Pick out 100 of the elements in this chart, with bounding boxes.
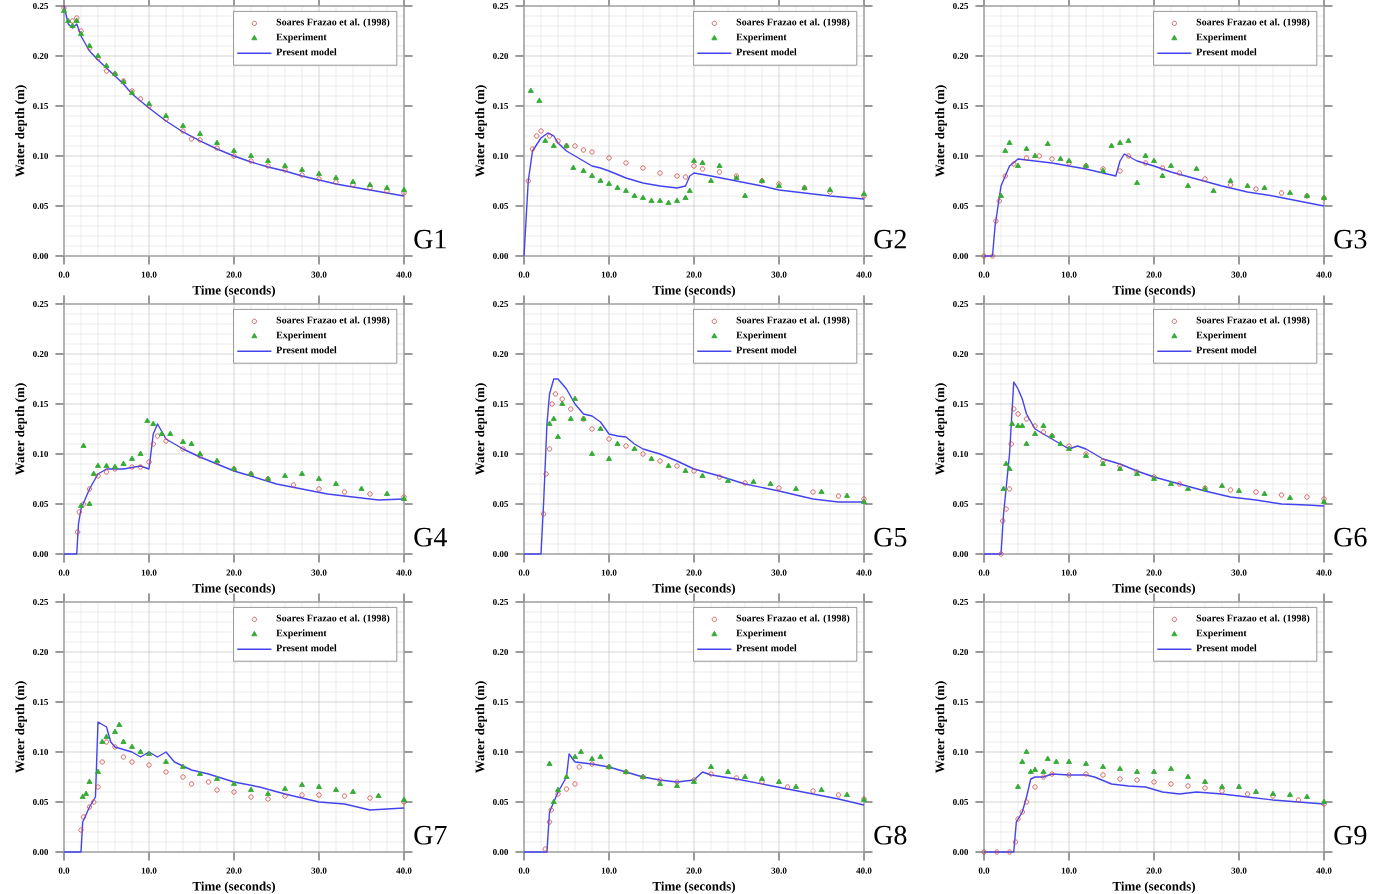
point (214, 787, 220, 793)
point (742, 480, 748, 486)
point (188, 781, 195, 787)
point (1278, 190, 1285, 196)
point (546, 760, 553, 766)
point (248, 152, 254, 158)
point (1032, 430, 1039, 436)
point (546, 420, 553, 426)
point (1049, 156, 1055, 162)
point (665, 199, 672, 205)
point (137, 748, 144, 754)
point (180, 446, 186, 452)
point (316, 176, 322, 182)
point (568, 406, 574, 412)
point (1134, 777, 1140, 783)
point (282, 167, 288, 173)
point (546, 446, 553, 452)
point (589, 172, 596, 178)
point (1019, 422, 1026, 428)
point (1219, 482, 1226, 488)
point (112, 744, 118, 750)
point (103, 62, 110, 68)
point (120, 738, 127, 744)
point (1023, 416, 1030, 422)
point (282, 162, 288, 168)
point (79, 793, 86, 799)
point (648, 197, 655, 203)
point (1083, 771, 1089, 777)
point (146, 750, 152, 756)
point (116, 721, 123, 727)
point (1023, 748, 1030, 754)
point (248, 794, 254, 800)
point (1168, 162, 1175, 168)
point (567, 415, 574, 421)
point (1142, 160, 1149, 166)
point (1011, 406, 1017, 412)
point (1287, 189, 1293, 195)
text: G7 (414, 825, 447, 845)
point (981, 849, 987, 855)
point (129, 759, 135, 765)
point (137, 96, 144, 102)
point (1134, 768, 1141, 774)
point (793, 783, 799, 789)
point (682, 194, 689, 200)
point (572, 395, 579, 401)
point (552, 391, 559, 397)
point (1278, 492, 1285, 498)
point (577, 748, 584, 754)
point (1040, 422, 1047, 428)
point (750, 478, 757, 484)
point (282, 472, 288, 478)
point (708, 771, 714, 777)
point (589, 761, 595, 767)
point (1015, 422, 1022, 428)
point (1168, 765, 1175, 771)
point (214, 139, 220, 145)
point (1032, 766, 1039, 772)
point (1000, 485, 1007, 491)
point (1006, 849, 1013, 855)
point (358, 485, 365, 491)
point (99, 759, 105, 765)
point (1100, 763, 1107, 769)
point (299, 166, 305, 172)
point (1185, 485, 1192, 491)
point (248, 786, 254, 792)
point (1003, 460, 1010, 466)
point (674, 173, 680, 179)
point (86, 500, 93, 506)
point (542, 846, 548, 852)
point (86, 778, 93, 784)
point (120, 460, 127, 466)
point (691, 163, 697, 169)
point (623, 160, 629, 166)
point (1015, 816, 1021, 822)
point (1168, 781, 1174, 787)
point (1159, 165, 1166, 171)
point (550, 415, 557, 421)
point (163, 438, 169, 444)
point (1049, 771, 1055, 777)
point (1287, 494, 1293, 500)
point (282, 793, 288, 799)
point (1083, 760, 1090, 766)
point (555, 433, 561, 439)
point (640, 194, 647, 200)
point (214, 775, 220, 781)
point (1210, 187, 1217, 193)
point (818, 488, 825, 494)
point (1040, 768, 1047, 774)
point (1053, 758, 1060, 764)
point (682, 467, 689, 473)
point (367, 491, 373, 497)
point (316, 475, 322, 481)
point (606, 436, 612, 442)
point (1117, 765, 1124, 771)
point (1044, 140, 1051, 146)
point (810, 788, 816, 794)
point (137, 450, 144, 456)
point (776, 485, 782, 491)
point (996, 198, 1002, 204)
point (716, 169, 723, 175)
